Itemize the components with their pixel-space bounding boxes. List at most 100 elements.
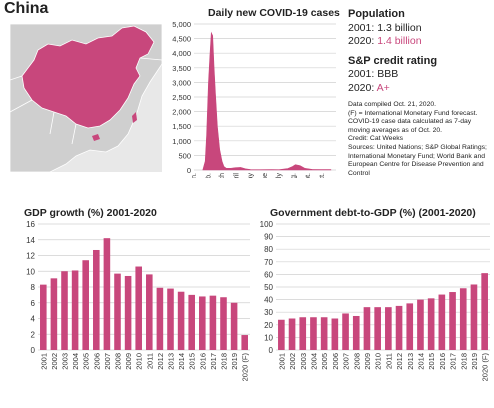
bar — [61, 271, 68, 350]
y-tick-label: 70 — [264, 258, 273, 267]
y-tick-label: 90 — [264, 233, 273, 242]
bar — [156, 287, 164, 350]
y-tick-label: 10 — [264, 333, 273, 342]
y-tick-label: 12 — [26, 252, 35, 261]
y-tick-label: 20 — [264, 321, 273, 330]
bar — [241, 335, 248, 350]
rating-2020: 2020: A+ — [348, 82, 494, 96]
bar — [278, 319, 285, 350]
population-value: 1.4 billion — [377, 35, 422, 47]
y-tick-label: 1,500 — [172, 122, 191, 131]
x-tick-label: June — [262, 173, 269, 178]
x-tick-label: 2008 — [352, 353, 361, 370]
x-tick-label: July — [276, 173, 283, 178]
map-hainan — [92, 134, 100, 141]
y-tick-label: 2,000 — [172, 108, 191, 117]
y-tick-label: 30 — [264, 308, 273, 317]
bar — [124, 275, 132, 350]
covid-chart-title: Daily new COVID-19 cases — [208, 7, 340, 19]
bar — [230, 302, 238, 350]
bar — [449, 292, 456, 350]
bar — [310, 317, 317, 350]
y-tick-label: 4,500 — [172, 35, 191, 44]
bar — [374, 307, 381, 350]
rating-value: BBB — [377, 68, 399, 80]
bar — [331, 318, 339, 350]
y-tick-label: 60 — [264, 270, 273, 279]
x-tick-label: 2016 — [438, 353, 447, 370]
x-tick-label: 2020 (F) — [241, 353, 250, 382]
y-tick-label: 100 — [260, 220, 274, 229]
x-tick-label: 2013 — [167, 353, 176, 370]
source-notes: Data compiled Oct. 21, 2020. (F) = Inter… — [348, 101, 494, 178]
x-tick-label: 2015 — [427, 353, 436, 370]
x-tick-label: 2010 — [374, 353, 383, 370]
x-tick-label: 2014 — [416, 353, 425, 370]
x-tick-label: Aug. — [290, 173, 297, 178]
x-tick-label: March — [219, 173, 226, 178]
bar — [342, 313, 349, 350]
bar — [167, 288, 174, 350]
debt-chart-title: Government debt-to-GDP (%) (2001-2020) — [270, 207, 476, 219]
x-tick-label: 2006 — [331, 353, 340, 370]
bar — [71, 270, 79, 350]
x-tick-label: 2012 — [395, 353, 404, 370]
x-tick-label: 2005 — [320, 353, 329, 370]
bar — [103, 238, 111, 350]
y-tick-label: 6 — [31, 299, 36, 308]
info-panel: Population 2001: 1.3 billion 2020: 1.4 b… — [348, 8, 494, 178]
bar — [146, 274, 153, 350]
x-tick-label: 2020 (F) — [481, 353, 490, 382]
x-tick-label: 2001 — [39, 353, 48, 370]
x-tick-label: 2011 — [145, 353, 154, 369]
bar — [209, 295, 217, 350]
y-tick-label: 10 — [26, 267, 35, 276]
y-tick-label: 0 — [269, 346, 274, 355]
x-tick-label: 2014 — [177, 353, 186, 370]
y-tick-label: 3,000 — [172, 78, 191, 87]
x-tick-label: 2017 — [449, 353, 458, 370]
bar — [188, 294, 195, 350]
rating-value: A+ — [376, 81, 390, 94]
x-tick-label: Sept. — [305, 173, 312, 178]
bar — [363, 307, 371, 350]
x-tick-label: 2010 — [135, 353, 144, 370]
bar — [320, 317, 328, 350]
x-tick-label: 2011 — [384, 353, 393, 369]
note-compiled: Data compiled Oct. 21, 2020. — [348, 101, 437, 108]
population-2001: 2001: 1.3 billion — [348, 22, 494, 36]
rating-heading: S&P credit rating — [348, 54, 438, 67]
x-tick-label: 2005 — [82, 353, 91, 370]
x-tick-label: 2019 — [230, 353, 239, 370]
population-heading: Population — [348, 8, 405, 20]
y-tick-label: 0 — [187, 166, 191, 175]
x-tick-label: Jan. — [191, 173, 198, 178]
x-tick-label: Feb. — [205, 173, 212, 178]
covid-area — [202, 31, 332, 171]
bar — [220, 297, 227, 350]
x-tick-label: 2015 — [188, 353, 197, 370]
x-tick-label: 2017 — [209, 353, 218, 370]
population-value: 1.3 billion — [377, 21, 422, 34]
rating-year: 2020: — [348, 81, 375, 94]
x-tick-label: 2007 — [342, 353, 351, 370]
bar — [135, 266, 142, 350]
y-tick-label: 50 — [264, 283, 273, 292]
x-tick-label: 2018 — [459, 353, 468, 370]
x-tick-label: 2009 — [363, 353, 372, 370]
y-tick-label: 4 — [31, 315, 36, 324]
y-tick-label: 2,500 — [172, 93, 191, 102]
x-tick-label: 2004 — [309, 353, 318, 370]
x-tick-label: 2008 — [114, 353, 123, 370]
x-tick-label: 2002 — [288, 353, 297, 370]
gdp-chart-title: GDP growth (%) 2001-2020 — [24, 207, 157, 219]
y-tick-label: 1,000 — [172, 137, 191, 146]
bar — [50, 278, 58, 350]
y-tick-label: 3,500 — [172, 64, 191, 73]
x-tick-label: 2004 — [71, 353, 80, 370]
bar — [481, 273, 488, 350]
covid-chart: 0 500 1,000 1,500 2,000 2,500 3,000 3,500 4,000 4… — [172, 20, 336, 178]
page-title: China — [4, 0, 49, 17]
